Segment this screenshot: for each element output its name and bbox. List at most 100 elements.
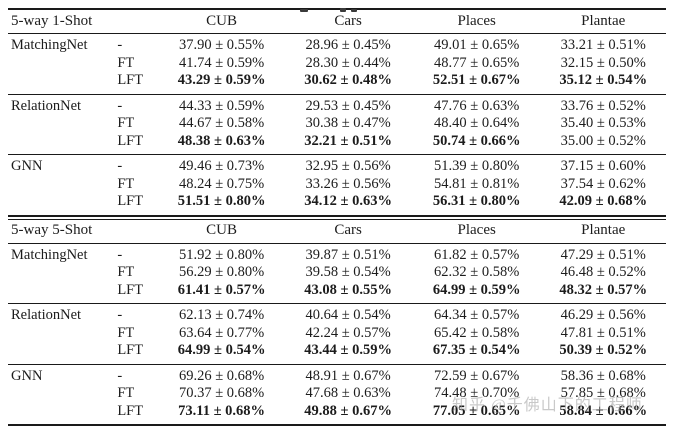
accuracy-cell: 32.15 ± 0.50% <box>560 54 646 71</box>
variant-label: LFT <box>117 132 144 149</box>
column-header-cub: CUB <box>206 12 238 29</box>
accuracy-cell: 37.90 ± 0.55% <box>178 37 265 53</box>
accuracy-cell: 72.59 ± 0.67% <box>434 367 520 384</box>
variant-label: LFT <box>117 281 144 298</box>
accuracy-cell: 58.84 ± 0.66% <box>559 402 648 419</box>
accuracy-cell: 39.87 ± 0.51% <box>305 246 391 263</box>
group-relationnet: RelationNet - 44.33 ± 0.59% 29.53 ± 0.45… <box>8 94 666 155</box>
accuracy-cell: 32.95 ± 0.56% <box>305 158 391 174</box>
accuracy-cell: 61.82 ± 0.57% <box>434 246 520 263</box>
accuracy-cell: 43.08 ± 0.55% <box>304 281 392 298</box>
accuracy-cell: 50.39 ± 0.52% <box>559 342 648 358</box>
accuracy-cell: 69.26 ± 0.68% <box>178 367 265 384</box>
variant-label: - <box>117 367 123 384</box>
accuracy-cell: 65.42 ± 0.58% <box>434 324 520 341</box>
column-header-plantae: Plantae <box>581 12 626 29</box>
column-header-plantae: Plantae <box>581 222 626 239</box>
column-header-cub: CUB <box>206 222 238 239</box>
accuracy-cell: 64.99 ± 0.59% <box>432 281 521 298</box>
accuracy-cell: 43.44 ± 0.59% <box>304 342 392 358</box>
group-matchingnet: MatchingNet - 51.92 ± 0.80% 39.87 ± 0.51… <box>8 243 666 304</box>
accuracy-cell: 44.33 ± 0.59% <box>178 97 265 114</box>
accuracy-cell: 51.92 ± 0.80% <box>178 246 265 263</box>
accuracy-cell: 56.29 ± 0.80% <box>178 264 265 280</box>
column-header-places: Places <box>457 12 496 29</box>
accuracy-cell: 51.39 ± 0.80% <box>434 158 520 174</box>
accuracy-cell: 56.31 ± 0.80% <box>432 193 521 209</box>
accuracy-cell: 30.62 ± 0.48% <box>304 72 392 88</box>
accuracy-cell: 33.26 ± 0.56% <box>305 175 391 192</box>
accuracy-cell: 33.76 ± 0.52% <box>560 97 646 114</box>
accuracy-cell: 61.41 ± 0.57% <box>177 281 266 298</box>
table-row: FT 44.67 ± 0.58% 30.38 ± 0.47% 48.40 ± 0… <box>8 115 666 133</box>
accuracy-cell: 51.51 ± 0.80% <box>177 193 266 209</box>
group-gnn: GNN - 69.26 ± 0.68% 48.91 ± 0.67% 72.59 … <box>8 364 666 425</box>
table-row: LFT 61.41 ± 0.57% 43.08 ± 0.55% 64.99 ± … <box>8 282 666 304</box>
table-row: LFT 51.51 ± 0.80% 34.12 ± 0.63% 56.31 ± … <box>8 193 666 216</box>
accuracy-cell: 42.09 ± 0.68% <box>559 193 648 209</box>
model-label: RelationNet <box>11 307 82 323</box>
variant-label: - <box>117 97 123 114</box>
accuracy-cell: 52.51 ± 0.67% <box>432 72 521 88</box>
accuracy-cell: 37.15 ± 0.60% <box>560 158 646 174</box>
accuracy-cell: 57.85 ± 0.68% <box>560 385 646 401</box>
accuracy-cell: 74.48 ± 0.70% <box>434 385 520 401</box>
table-row: LFT 73.11 ± 0.68% 49.88 ± 0.67% 77.05 ± … <box>8 403 666 426</box>
accuracy-cell: 48.91 ± 0.67% <box>305 367 391 384</box>
accuracy-cell: 35.40 ± 0.53% <box>560 115 646 131</box>
variant-label: - <box>117 246 123 263</box>
group-matchingnet: MatchingNet - 37.90 ± 0.55% 28.96 ± 0.45… <box>8 33 666 95</box>
accuracy-cell: 50.74 ± 0.66% <box>432 132 521 149</box>
results-table-5shot: 5-way 5-Shot CUB Cars Places Plantae Mat… <box>8 218 666 426</box>
accuracy-cell: 49.01 ± 0.65% <box>434 37 520 53</box>
variant-label: LFT <box>117 193 144 209</box>
variant-label: FT <box>117 175 135 192</box>
table-row: LFT 43.29 ± 0.59% 30.62 ± 0.48% 52.51 ± … <box>8 72 666 94</box>
accuracy-cell: 67.35 ± 0.54% <box>432 342 521 358</box>
cropped-caption-fragment <box>340 8 346 12</box>
accuracy-cell: 64.34 ± 0.57% <box>434 307 520 323</box>
accuracy-cell: 28.96 ± 0.45% <box>305 37 391 53</box>
accuracy-cell: 40.64 ± 0.54% <box>305 307 391 323</box>
accuracy-cell: 28.30 ± 0.44% <box>305 54 391 71</box>
group-gnn: GNN - 49.46 ± 0.73% 32.95 ± 0.56% 51.39 … <box>8 154 666 216</box>
accuracy-cell: 42.24 ± 0.57% <box>305 324 391 341</box>
accuracy-cell: 62.32 ± 0.58% <box>434 264 520 280</box>
variant-label: FT <box>117 324 135 341</box>
accuracy-cell: 58.36 ± 0.68% <box>560 367 646 384</box>
column-header-places: Places <box>457 222 496 239</box>
variant-label: FT <box>117 54 135 71</box>
model-label: GNN <box>11 158 43 174</box>
accuracy-cell: 63.64 ± 0.77% <box>178 324 265 341</box>
column-header-cars: Cars <box>334 12 362 29</box>
cropped-caption-fragment <box>351 9 357 12</box>
accuracy-cell: 47.68 ± 0.63% <box>305 385 391 401</box>
accuracy-cell: 48.24 ± 0.75% <box>178 175 265 192</box>
accuracy-cell: 47.76 ± 0.63% <box>434 97 520 114</box>
variant-label: LFT <box>117 342 144 358</box>
accuracy-cell: 48.77 ± 0.65% <box>434 54 520 71</box>
accuracy-cell: 48.40 ± 0.64% <box>434 115 520 131</box>
table-row: FT 41.74 ± 0.59% 28.30 ± 0.44% 48.77 ± 0… <box>8 55 666 73</box>
accuracy-cell: 46.29 ± 0.56% <box>560 307 646 323</box>
accuracy-cell: 32.21 ± 0.51% <box>304 132 392 149</box>
cropped-caption-fragment <box>300 9 308 12</box>
table-row: RelationNet - 62.13 ± 0.74% 40.64 ± 0.54… <box>8 304 666 325</box>
accuracy-cell: 54.81 ± 0.81% <box>434 175 520 192</box>
variant-label: LFT <box>117 402 144 419</box>
accuracy-cell: 62.13 ± 0.74% <box>178 307 265 323</box>
group-relationnet: RelationNet - 62.13 ± 0.74% 40.64 ± 0.54… <box>8 303 666 365</box>
accuracy-cell: 73.11 ± 0.68% <box>178 402 266 419</box>
table-row: LFT 48.38 ± 0.63% 32.21 ± 0.51% 50.74 ± … <box>8 133 666 155</box>
accuracy-cell: 30.38 ± 0.47% <box>305 115 391 131</box>
accuracy-cell: 44.67 ± 0.58% <box>178 115 265 131</box>
table-row: FT 63.64 ± 0.77% 42.24 ± 0.57% 65.42 ± 0… <box>8 325 666 343</box>
accuracy-cell: 33.21 ± 0.51% <box>560 37 646 53</box>
variant-label: - <box>117 37 123 53</box>
accuracy-cell: 48.38 ± 0.63% <box>177 132 266 149</box>
accuracy-cell: 29.53 ± 0.45% <box>305 97 391 114</box>
table-row: RelationNet - 44.33 ± 0.59% 29.53 ± 0.45… <box>8 94 666 115</box>
accuracy-cell: 35.00 ± 0.52% <box>560 132 646 149</box>
accuracy-cell: 49.88 ± 0.67% <box>304 402 392 419</box>
variant-label: FT <box>117 115 135 131</box>
